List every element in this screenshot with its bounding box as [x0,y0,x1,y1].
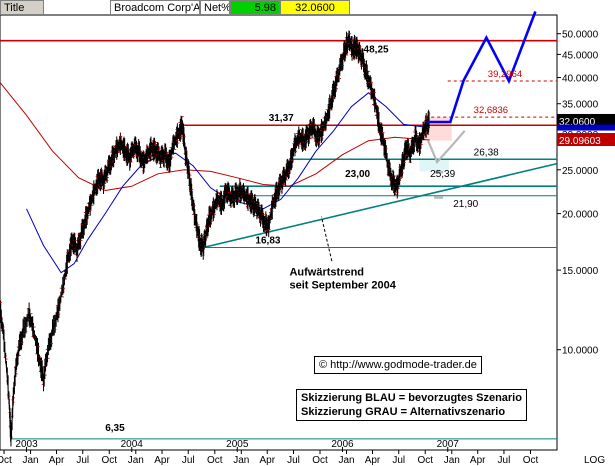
moving-average-red [0,82,430,192]
netpct-label: Net% [204,2,230,14]
y-tick-label-1: 45.0000 [562,50,599,61]
x-tick-label-17: Jan [444,455,460,466]
instrument-name: Broadcom Corp'A' [114,2,200,14]
y-tick-label-7: 15.0000 [562,266,599,277]
legend-line-gray: Skizzierung GRAU = Alternativszenario [301,406,506,418]
year-label-4: 2007 [437,439,460,450]
y-tick-label-8: 10.0000 [562,346,599,357]
x-tick-label-7: Jul [182,455,195,466]
header-price: 32.0600 [295,2,335,14]
last-price-tag [557,113,615,127]
y-tick-label-3: 35.0000 [562,100,599,111]
title-label-box: Title [0,0,44,15]
netpct-value: 5.98 [254,2,276,14]
value-label-1: 39,2964 [488,69,522,80]
support-zone [419,159,449,172]
value-label-9: 6,35 [105,423,125,434]
trend-annotation-line1: Aufwärtstrend [289,266,364,278]
scenario-legend-box: Skizzierung BLAU = bevorzugtes Szenario … [296,389,527,421]
value-label-7: 21,90 [453,199,478,210]
netpct-label-box: Net% [200,0,230,15]
value-label-3: 31,37 [269,113,294,124]
last-price-tag-label: 32.0600 [559,117,596,128]
x-tick-label-5: Jan [128,455,144,466]
title-label: Title [4,2,25,14]
x-tick-label-15: Jul [392,455,405,466]
x-tick-label-9: Jan [233,455,249,466]
scenario-gray-path [427,130,466,165]
plot-frame [0,14,558,451]
netpct-value-box: 5.98 [230,0,280,15]
instrument-box: Broadcom Corp'A' [110,0,200,15]
legend-line-blue: Skizzierung BLAU = bevorzugtes Szenario [301,392,522,404]
value-label-2: 32,6836 [474,105,508,116]
x-tick-label-3: Jul [76,455,89,466]
x-tick-label-8: Oct [207,455,223,466]
secondary-price-tag [557,133,615,147]
log-axis-label: LOG [584,455,605,466]
x-tick-label-14: Apr [365,455,381,466]
value-label-0: 48,25 [364,45,389,56]
x-tick-label-1: Jan [22,455,38,466]
price-line [0,39,430,439]
year-label-0: 2003 [15,439,38,450]
y-tick-label-0: 50.0000 [562,30,599,41]
value-label-4: 26,38 [474,147,499,158]
year-label-1: 2004 [121,439,144,450]
uptrend-line [203,162,558,249]
value-label-6: 23,00 [345,169,370,180]
trend-annotation-line2: seit September 2004 [289,279,396,291]
trend-annotation-arrow [320,216,333,262]
scenario-blue-path [426,11,537,124]
year-label-3: 2006 [331,439,354,450]
copyright-text: © http://www.godmode-trader.de [319,359,477,371]
price-box: 32.0600 [280,0,350,15]
y-tick-label-6: 20.0000 [562,210,599,221]
y-tick-label-5: 25.0000 [562,166,599,177]
x-tick-label-2: Apr [49,455,65,466]
x-tick-label-19: Jul [498,455,511,466]
x-tick-label-13: Jan [338,455,354,466]
x-tick-label-6: Apr [154,455,170,466]
x-tick-label-18: Apr [470,455,486,466]
year-label-2: 2005 [226,439,249,450]
y-tick-label-2: 40.0000 [562,74,599,85]
secondary-price-tag-label: 29.09603 [559,136,601,147]
value-label-5: 25,39 [430,169,455,180]
x-tick-label-11: Jul [287,455,300,466]
x-tick-label-16: Oct [417,455,433,466]
x-tick-label-20: Oct [523,455,539,466]
x-tick-label-12: Oct [312,455,328,466]
x-tick-label-0: Oct [0,455,12,466]
ma-blue-tag [557,124,615,131]
x-tick-label-10: Apr [259,455,275,466]
value-label-8: 16,83 [255,235,280,246]
copyright-box: © http://www.godmode-trader.de [314,356,482,374]
x-tick-label-4: Oct [101,455,117,466]
